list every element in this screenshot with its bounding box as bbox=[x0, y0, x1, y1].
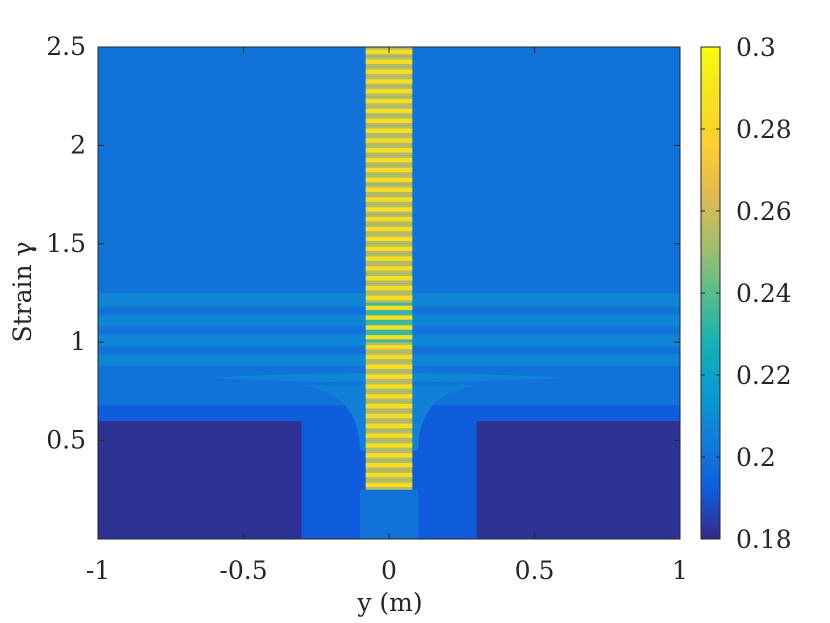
x-tick-label: -1 bbox=[86, 556, 110, 585]
band-stripe bbox=[365, 89, 413, 94]
band-stripe bbox=[365, 295, 413, 301]
colorbar: 0.18 0.2 0.22 0.24 0.26 0.28 0.3 bbox=[700, 33, 792, 554]
band-stripe bbox=[365, 344, 413, 350]
colorbar-tick-label: 0.26 bbox=[736, 197, 792, 226]
y-tick-label: 1 bbox=[70, 327, 86, 356]
band-stripe bbox=[365, 246, 413, 251]
band-stripe bbox=[365, 177, 413, 183]
band-stripe bbox=[365, 315, 413, 320]
band-stripe bbox=[365, 463, 413, 468]
x-axis: -1 -0.5 0 0.5 1 bbox=[86, 47, 688, 585]
band-stripe bbox=[365, 374, 413, 379]
band-stripe bbox=[365, 285, 413, 291]
heatmap-region bbox=[359, 489, 419, 539]
y-axis: 0.5 1 1.5 2 2.5 bbox=[46, 32, 680, 455]
band-stripe bbox=[365, 128, 413, 133]
colorbar-tick-label: 0.2 bbox=[736, 443, 776, 472]
band-stripe bbox=[365, 335, 413, 340]
band-stripe bbox=[365, 364, 413, 369]
y-axis-label: Strain γ bbox=[8, 241, 37, 342]
band-stripe bbox=[365, 138, 413, 143]
band-stripe bbox=[365, 148, 413, 153]
band-stripe bbox=[365, 384, 413, 389]
x-axis-label: y (m) bbox=[356, 588, 422, 617]
band-stripe bbox=[365, 59, 413, 64]
band-stripe bbox=[365, 236, 413, 242]
band-stripe bbox=[365, 423, 413, 429]
y-tick-label: 1.5 bbox=[46, 229, 86, 258]
band-stripe bbox=[365, 207, 413, 212]
band-stripe bbox=[365, 187, 413, 192]
x-tick-label: 1 bbox=[672, 556, 688, 585]
heatmap-region bbox=[98, 420, 302, 539]
band-stripe bbox=[365, 482, 413, 488]
band-stripe bbox=[365, 354, 413, 360]
band-stripe bbox=[365, 118, 413, 123]
band-stripe bbox=[365, 394, 413, 399]
colorbar-tick-label: 0.3 bbox=[736, 33, 776, 62]
band-stripe bbox=[365, 276, 413, 281]
x-tick-label: 0 bbox=[381, 556, 397, 585]
x-tick-label: 0.5 bbox=[515, 556, 555, 585]
band-stripe bbox=[365, 403, 413, 409]
heatmap-region bbox=[476, 420, 680, 539]
band-stripe bbox=[365, 266, 413, 271]
y-tick-label: 0.5 bbox=[46, 426, 86, 455]
band-stripe bbox=[365, 197, 413, 202]
band-stripe bbox=[365, 217, 413, 222]
band-stripe bbox=[365, 433, 413, 438]
band-stripe bbox=[365, 108, 413, 114]
band-stripe bbox=[365, 305, 413, 310]
band-stripe bbox=[365, 472, 413, 478]
colorbar-gradient bbox=[701, 47, 720, 539]
band-stripe bbox=[365, 79, 413, 84]
y-tick-label: 2 bbox=[70, 130, 86, 159]
colorbar-tick-label: 0.22 bbox=[736, 361, 792, 390]
band-stripe bbox=[365, 413, 413, 419]
y-tick-label: 2.5 bbox=[46, 32, 86, 61]
colorbar-tick-label: 0.28 bbox=[736, 115, 792, 144]
band-stripe bbox=[365, 226, 413, 232]
band-stripe bbox=[365, 453, 413, 458]
band-stripe bbox=[365, 443, 413, 448]
band-stripe bbox=[365, 256, 413, 261]
band-stripe bbox=[365, 98, 413, 104]
band-stripe bbox=[365, 69, 413, 74]
colorbar-tick-label: 0.18 bbox=[736, 525, 792, 554]
band-stripe bbox=[365, 167, 413, 173]
band-stripe bbox=[365, 325, 413, 330]
heatmap-plot-area bbox=[98, 47, 680, 539]
x-tick-label: -0.5 bbox=[219, 556, 267, 585]
colorbar-tick-label: 0.24 bbox=[736, 279, 792, 308]
band-stripe bbox=[365, 157, 413, 163]
